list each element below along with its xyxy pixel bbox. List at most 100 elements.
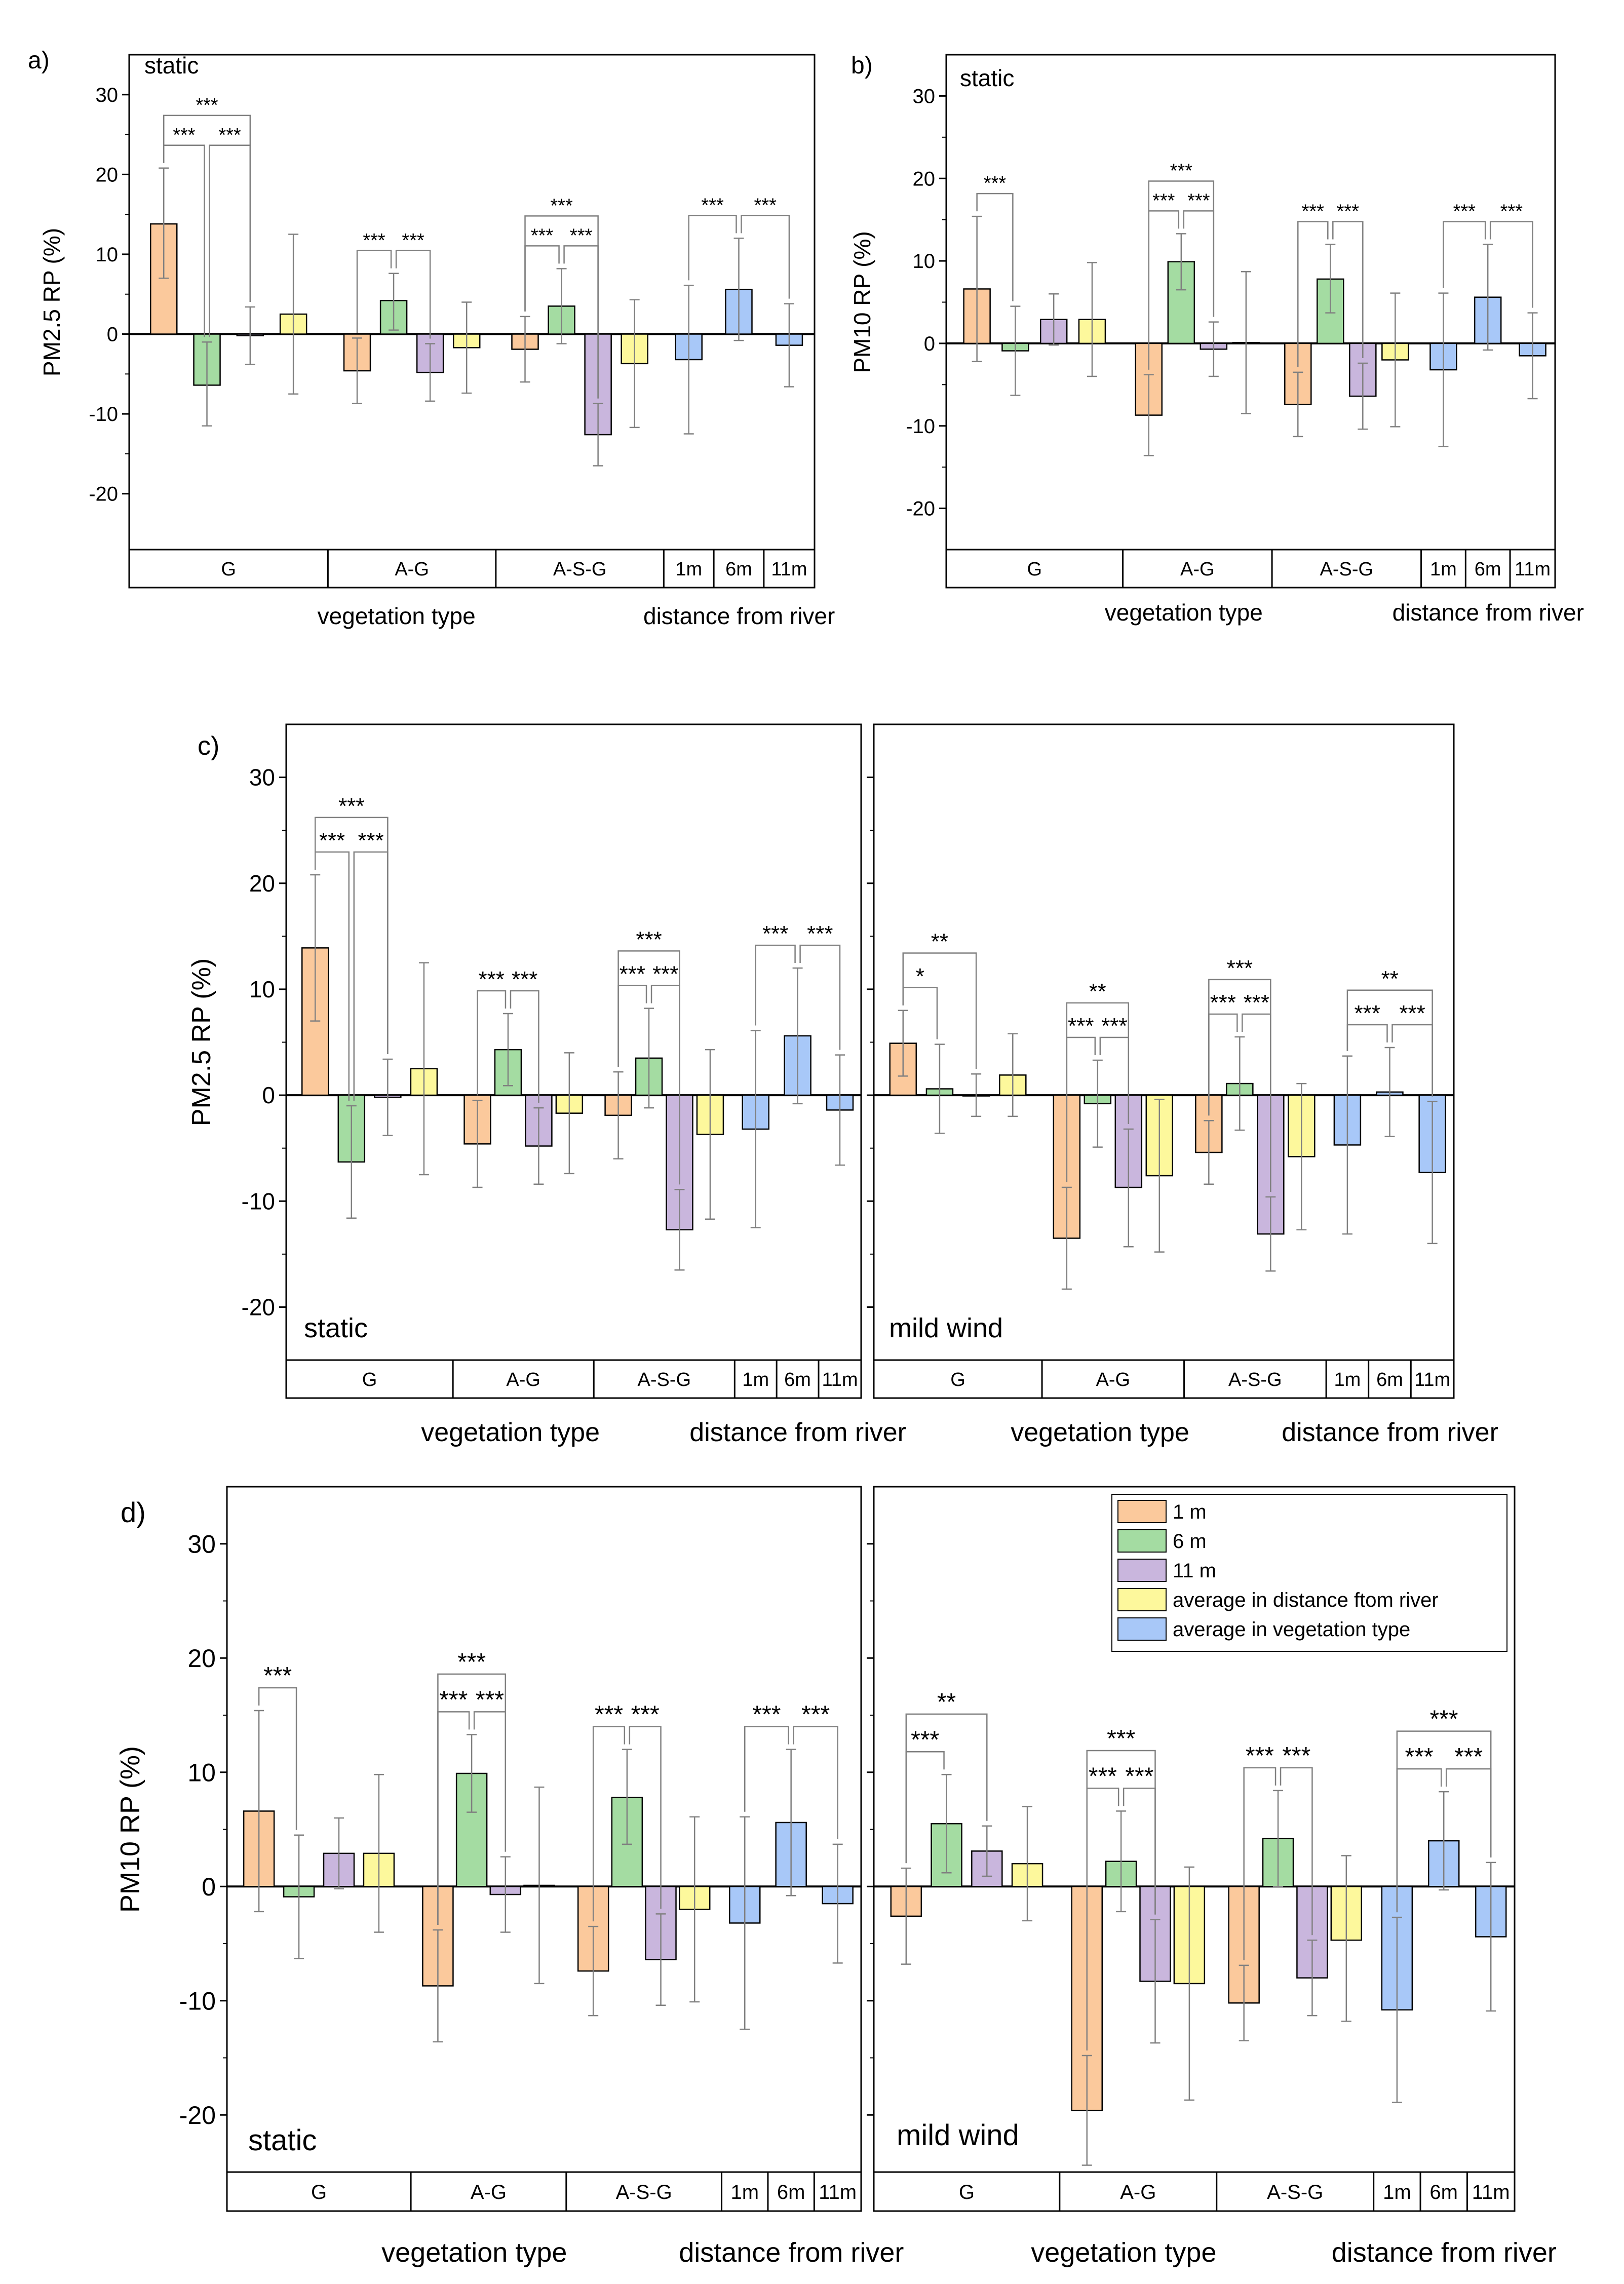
- y-axis-label: PM10 RP (%): [849, 231, 875, 373]
- category-label: A-G: [395, 559, 429, 580]
- category-label: 1m: [742, 1369, 769, 1390]
- category-label: 11m: [1515, 559, 1551, 580]
- legend-label: average in distance ftom river: [1173, 1589, 1439, 1611]
- plot-frame: [873, 1486, 1516, 2212]
- significance-stars: ***: [1125, 1763, 1153, 1790]
- significance-stars: **: [1089, 979, 1106, 1004]
- significance-stars: ***: [1453, 201, 1476, 222]
- legend-box: [1111, 1494, 1507, 1652]
- significance-stars: ***: [701, 195, 724, 216]
- y-tick-label: 0: [202, 1873, 216, 1901]
- chart-panel-c-static: G A-G A-S-G 1m 6m 11m 30 20 10 0 -10 -20 PM2.5 RP (%…: [187, 723, 906, 1447]
- significance-bracket: [1396, 1730, 1492, 1913]
- category-label: 6m: [725, 559, 752, 580]
- category-label: 11m: [1472, 2181, 1510, 2203]
- distance-from-river-label: distance from river: [679, 2237, 904, 2268]
- significance-bracket: [524, 215, 599, 399]
- y-tick-label: 10: [96, 244, 119, 266]
- significance-stars: ***: [457, 1649, 486, 1676]
- significance-stars: ***: [402, 230, 424, 251]
- category-label: 6m: [1376, 1369, 1403, 1390]
- category-label: G: [1027, 559, 1042, 580]
- chart-panel-b: G A-G A-S-G 1m 6m 11m 30 20 10 0 -10 -20 PM10 RP (%)…: [849, 52, 1584, 626]
- legend-label: 6 m: [1173, 1530, 1207, 1553]
- significance-bracket: [510, 990, 539, 1103]
- category-label: 1m: [730, 2181, 759, 2203]
- y-tick-label: -10: [242, 1188, 275, 1214]
- condition-label: static: [144, 52, 199, 79]
- significance-stars: ***: [570, 225, 593, 246]
- significance-bracket: [592, 1726, 626, 1922]
- vegetation-type-label: vegetation type: [421, 1418, 600, 1447]
- significance-bracket: [1489, 221, 1533, 308]
- chart-panel-d-static: G A-G A-S-G 1m 6m 11m 30 20 10 0 -10 -20 PM10 RP (%)…: [115, 1486, 904, 2268]
- category-label: A-S-G: [637, 1369, 691, 1390]
- condition-label: static: [304, 1313, 368, 1343]
- y-axis-label: PM2.5 RP (%): [187, 958, 216, 1126]
- significance-stars: ***: [631, 1701, 660, 1728]
- significance-bracket: [1346, 989, 1433, 1097]
- legend-swatch-11m: [1117, 1559, 1167, 1582]
- category-label: 6m: [777, 2181, 805, 2203]
- significance-stars: ***: [1405, 1744, 1434, 1770]
- y-tick-label: 0: [107, 324, 118, 346]
- significance-stars: ***: [752, 1701, 781, 1728]
- significance-stars: ***: [363, 230, 385, 251]
- y-tick-label: -20: [179, 2101, 216, 2130]
- significance-stars: ***: [762, 921, 788, 946]
- vegetation-type-label: vegetation type: [1031, 2237, 1216, 2268]
- y-tick-label: 30: [249, 764, 275, 791]
- significance-stars: ***: [1089, 1763, 1117, 1790]
- distance-from-river-label: distance from river: [1332, 2237, 1557, 2268]
- y-tick-label: 0: [924, 333, 935, 355]
- chart-panel-d-wind: G A-G A-S-G 1m 6m 11m mild wind vegetation type…: [867, 1486, 1557, 2268]
- vegetation-type-label: vegetation type: [381, 2237, 567, 2268]
- legend-label: 1 m: [1173, 1501, 1207, 1523]
- distance-from-river-label: distance from river: [689, 1418, 906, 1447]
- legend-swatch-avg_distance: [1117, 1588, 1167, 1611]
- category-label: A-G: [1096, 1369, 1131, 1390]
- significance-stars: ***: [319, 828, 345, 853]
- condition-label: static: [960, 65, 1014, 91]
- significance-bracket: [524, 245, 560, 312]
- category-label: A-G: [1180, 559, 1215, 580]
- significance-bracket: [1443, 221, 1486, 288]
- y-tick-label: 20: [249, 870, 275, 897]
- category-label: G: [362, 1369, 377, 1390]
- legend-swatch-6m: [1117, 1529, 1167, 1553]
- significance-stars: *: [916, 964, 924, 989]
- significance-stars: ***: [1500, 201, 1523, 222]
- significance-bracket: [902, 952, 977, 1069]
- category-label: 11m: [1414, 1369, 1450, 1390]
- significance-stars: ***: [1354, 1001, 1380, 1026]
- legend-label: average in vegetation type: [1173, 1618, 1410, 1641]
- category-label: 6m: [1429, 2181, 1458, 2203]
- category-label: 1m: [1430, 559, 1457, 580]
- category-label: A-G: [1120, 2181, 1156, 2203]
- significance-stars: ***: [358, 828, 383, 853]
- legend-label: 11 m: [1173, 1560, 1216, 1582]
- chart-panel-c-wind: G A-G A-S-G 1m 6m 11m mild wind vegetation type…: [867, 723, 1498, 1447]
- panel-label: d): [121, 1496, 146, 1528]
- significance-bracket: [793, 1726, 838, 1839]
- legend-swatch-avg_vegetation: [1117, 1617, 1167, 1641]
- category-label: 1m: [1334, 1369, 1361, 1390]
- significance-stars: ***: [439, 1686, 468, 1713]
- category-label: 1m: [1383, 2181, 1411, 2203]
- significance-stars: ***: [1068, 1014, 1094, 1038]
- category-label: 1m: [675, 559, 702, 580]
- significance-stars: **: [937, 1689, 956, 1716]
- distance-from-river-label: distance from river: [1282, 1418, 1498, 1447]
- significance-stars: **: [931, 930, 948, 954]
- category-label: G: [311, 2181, 327, 2203]
- significance-stars: ***: [1246, 1743, 1274, 1769]
- significance-stars: ***: [801, 1701, 830, 1728]
- y-tick-label: -20: [242, 1294, 275, 1321]
- significance-bracket: [258, 1687, 297, 1830]
- y-tick-label: -20: [89, 483, 118, 506]
- category-label: A-G: [471, 2181, 507, 2203]
- y-axis-label: PM2.5 RP (%): [38, 228, 65, 376]
- significance-bracket: [163, 114, 251, 302]
- significance-stars: ***: [1210, 990, 1236, 1015]
- y-tick-label: 20: [913, 168, 936, 190]
